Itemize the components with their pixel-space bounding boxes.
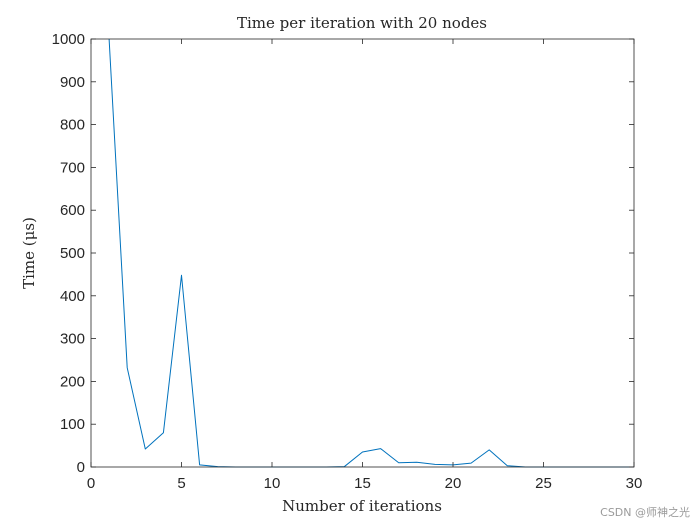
plot-frame: [90, 38, 635, 468]
y-axis-label: Time (μs): [20, 217, 38, 289]
y-tick-label: 700: [60, 159, 85, 176]
x-tick-label: 10: [264, 475, 281, 492]
x-tick-label: 25: [535, 475, 552, 492]
x-axis-label: Number of iterations: [282, 497, 442, 515]
x-tick-label: 5: [177, 475, 185, 492]
y-tick-label: 900: [60, 74, 85, 91]
y-tick-label: 300: [60, 331, 85, 348]
y-tick-label: 100: [60, 416, 85, 433]
x-tick-label: 30: [626, 475, 643, 492]
x-tick-label: 15: [354, 475, 371, 492]
y-tick-label: 400: [60, 288, 85, 305]
tick-layer: 0 5 10 15 20 25 300100200300400500600700800900…: [52, 31, 643, 492]
watermark: CSDN @师神之光: [600, 505, 690, 519]
chart-title: Time per iteration with 20 nodes: [237, 14, 487, 32]
x-tick-label: 20: [445, 475, 462, 492]
y-tick-label: 500: [60, 245, 85, 262]
y-tick-label: 600: [60, 202, 85, 219]
y-tick-label: 0: [77, 459, 85, 476]
x-tick-label: 0: [87, 475, 95, 492]
y-tick-label: 800: [60, 117, 85, 134]
plot-background: [91, 39, 634, 467]
y-tick-label: 200: [60, 373, 85, 390]
y-tick-label: 1000: [52, 31, 85, 48]
